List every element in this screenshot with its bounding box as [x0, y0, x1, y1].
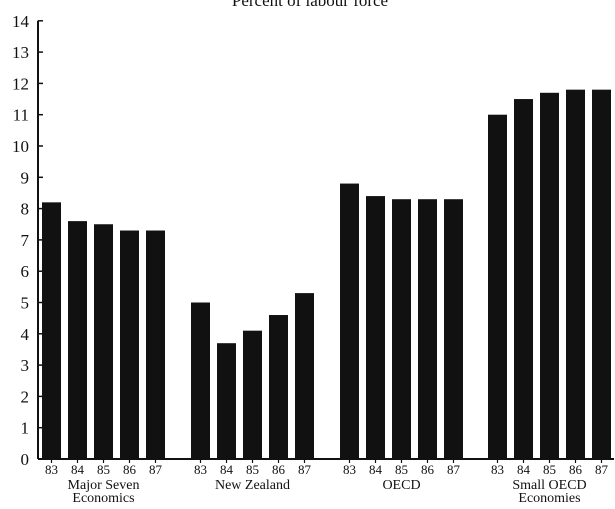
bar [444, 199, 463, 459]
y-tick-label: 9 [21, 168, 30, 187]
bar [68, 221, 87, 459]
y-tick-label: 7 [21, 231, 30, 250]
bar [418, 199, 437, 459]
x-tick-label: 85 [97, 462, 110, 477]
bar [42, 202, 61, 459]
x-tick-label: 83 [45, 462, 58, 477]
group-label: OECD [382, 478, 420, 493]
bar [340, 183, 359, 459]
x-tick-label: 87 [447, 462, 461, 477]
bar [146, 230, 165, 459]
x-tick-label: 84 [71, 462, 85, 477]
chart-title: Percent of labour force [232, 0, 388, 10]
bar [269, 315, 288, 459]
bar [540, 92, 559, 459]
bar [592, 89, 611, 459]
group-label: Economics [72, 491, 134, 506]
bar [120, 230, 139, 459]
bar [514, 99, 533, 460]
x-tick-label: 83 [194, 462, 207, 477]
y-tick-label: 2 [21, 387, 30, 406]
x-tick-label: 86 [123, 462, 137, 477]
x-tick-label: 83 [343, 462, 356, 477]
y-tick-label: 4 [21, 325, 30, 344]
x-tick-label: 86 [421, 462, 435, 477]
x-tick-label: 87 [298, 462, 312, 477]
group-label: New Zealand [215, 478, 290, 493]
y-tick-label: 13 [12, 43, 29, 62]
bar [392, 199, 411, 459]
y-tick-label: 1 [21, 419, 30, 438]
y-tick-label: 3 [21, 356, 30, 375]
x-tick-label: 84 [369, 462, 383, 477]
bar [366, 196, 385, 459]
bar [217, 343, 236, 459]
bar-series [42, 89, 611, 460]
group-label: Small OECD [512, 478, 586, 493]
y-tick-label: 0 [21, 450, 30, 469]
x-tick-label: 87 [149, 462, 163, 477]
y-tick-label: 12 [12, 74, 29, 93]
x-axis-year-labels: 83 84 85 86 87 83 84 85 86 87 83 84 85 86 87 83 84 85 86 87 [45, 459, 609, 477]
x-tick-label: 84 [220, 462, 234, 477]
y-tick-label: 11 [13, 106, 29, 125]
bar [243, 330, 262, 459]
x-tick-label: 85 [543, 462, 556, 477]
x-tick-label: 85 [395, 462, 408, 477]
x-tick-label: 84 [517, 462, 531, 477]
x-tick-label: 85 [246, 462, 259, 477]
y-tick-label: 8 [21, 200, 30, 219]
group-label: Major Seven [68, 478, 140, 493]
x-tick-label: 83 [491, 462, 504, 477]
bar [295, 293, 314, 459]
bar [94, 224, 113, 459]
y-tick-label: 6 [21, 262, 30, 281]
y-tick-label: 14 [12, 12, 30, 31]
y-tick-label: 10 [12, 137, 29, 156]
bar [191, 302, 210, 459]
bar [488, 114, 507, 459]
x-tick-label: 86 [272, 462, 286, 477]
x-tick-label: 86 [569, 462, 583, 477]
y-tick-label: 5 [21, 294, 30, 313]
group-label: Economies [518, 491, 580, 506]
bar [566, 89, 585, 459]
x-tick-label: 87 [595, 462, 609, 477]
